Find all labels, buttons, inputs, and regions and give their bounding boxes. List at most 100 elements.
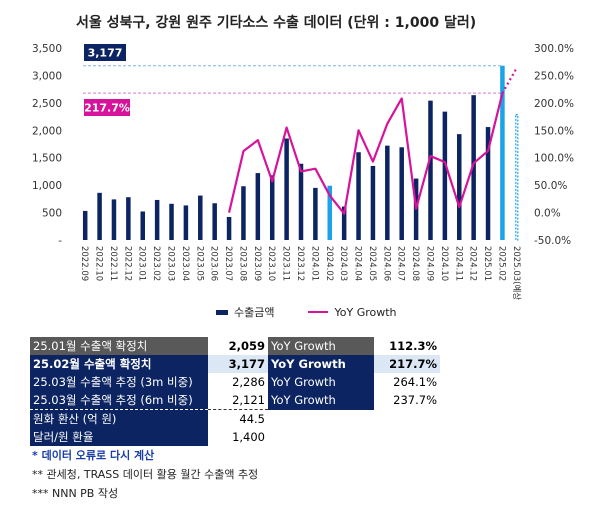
bar (399, 147, 404, 240)
legend-line-item: YoY Growth (308, 304, 397, 320)
y-right-tick-label: 0.0% (534, 208, 561, 220)
summary-empty (268, 410, 374, 429)
summary-row-1: 25.01월 수출액 확정치 2,059 YoY Growth 112.3% (30, 337, 440, 355)
bar (341, 206, 347, 240)
x-tick-label: 2025.01 (482, 246, 492, 281)
summary-yoy-label: YoY Growth (268, 391, 374, 410)
summary-yoy-label: YoY Growth (268, 337, 374, 355)
summary-label: 25.01월 수출액 확정치 (30, 337, 208, 355)
y-right-tick-label: 300.0% (534, 43, 574, 55)
x-tick-label: 2023.10 (266, 246, 276, 281)
summary-label: 25.02월 수출액 확정치 (30, 355, 208, 373)
x-tick-label: 2022.09 (79, 246, 89, 281)
y-left-tick-label: 2,500 (32, 98, 62, 110)
x-tick-label: 2025.02 (496, 246, 506, 281)
bar (457, 134, 462, 240)
legend-bar-swatch (216, 309, 228, 315)
bar (255, 173, 261, 240)
chart-title: 서울 성북구, 강원 원주 기타소스 수출 데이터 (단위 : 1,000 달러… (76, 15, 477, 31)
footnote-1: * 데이터 오류로 다시 계산 (32, 449, 155, 462)
summary-value: 2,059 (228, 339, 265, 353)
x-tick-label: 2024.12 (468, 246, 478, 281)
bar (356, 152, 361, 240)
summary-empty (374, 410, 440, 429)
summary-value: 3,177 (208, 355, 268, 373)
y-right-tick-label: 50.0% (534, 180, 567, 192)
x-tick-label: 2023.05 (194, 246, 204, 281)
bar (269, 175, 275, 240)
summary-yoy-value: 112.3% (389, 339, 437, 353)
summary-value: 1,400 (232, 430, 265, 444)
x-tick-label: 2022.11 (108, 246, 118, 281)
y-left-tick-label: 1,000 (32, 180, 62, 192)
y-right-tick-label: 250.0% (534, 70, 574, 82)
bar (97, 192, 102, 240)
x-tick-label: 2024.06 (381, 246, 391, 281)
x-tick-label: 2023.01 (137, 246, 147, 281)
chart-legend: 수출금액 YoY Growth (216, 304, 397, 320)
legend-line-swatch (308, 311, 329, 313)
bar (126, 197, 131, 240)
summary-value: 2,286 (232, 375, 265, 389)
summary-empty (268, 428, 374, 446)
x-tick-label: 2022.10 (94, 246, 104, 281)
bar (111, 199, 117, 240)
summary-yoy-value: 217.7% (374, 355, 440, 373)
bar (442, 111, 448, 241)
bar (313, 187, 318, 240)
summary-value: 44.5 (208, 409, 268, 428)
y-left-tick-label: - (58, 235, 62, 247)
bar (154, 199, 160, 240)
summary-label: 달러/원 환율 (30, 428, 208, 446)
x-tick-label: 2024.11 (453, 246, 463, 281)
x-tick-label: 2025.03(예상) (511, 246, 522, 300)
x-tick-label: 2023.08 (237, 246, 247, 281)
line-highlight-box (84, 99, 130, 116)
x-tick-label: 2022.12 (122, 246, 132, 281)
summary-label: 원화 환산 (억 원) (30, 409, 208, 428)
x-tick-label: 2023.12 (295, 246, 305, 281)
summary-value: 2,121 (232, 393, 265, 407)
y-left-tick-label: 500 (42, 208, 62, 220)
y-right-tick-label: 150.0% (534, 125, 574, 137)
x-tick-label: 2023.07 (223, 246, 233, 281)
x-tick-label: 2023.04 (180, 246, 190, 281)
bar (212, 203, 217, 240)
x-tick-label: 2023.02 (151, 246, 161, 281)
bar-highlight-box (84, 44, 126, 61)
x-tick-label: 2023.09 (252, 246, 262, 281)
footnote-3: *** NNN PB 작성 (32, 487, 119, 500)
legend-bar-item: 수출금액 (216, 304, 274, 320)
summary-yoy-label: YoY Growth (268, 355, 374, 373)
x-tick-label: 2024.10 (439, 246, 449, 281)
legend-bar-label: 수출금액 (234, 306, 275, 319)
x-tick-label: 2024.08 (410, 246, 420, 281)
bar (298, 163, 304, 240)
y-right-tick-label: -50.0% (534, 235, 571, 247)
bar (500, 65, 505, 240)
x-tick-label: 2024.04 (353, 246, 363, 281)
x-tick-label: 2024.03 (338, 246, 348, 281)
bar (428, 100, 433, 240)
bar (327, 185, 333, 240)
bar (385, 145, 390, 240)
x-tick-label: 2024.05 (367, 246, 377, 281)
footnotes: * 데이터 오류로 다시 계산 ** 관세청, TRASS 데이터 활용 월간 … (32, 446, 258, 503)
y-left-tick-label: 3,000 (32, 70, 62, 82)
bar-highlight-label: 3,177 (88, 47, 123, 60)
bar (198, 195, 203, 240)
summary-row-krw: 원화 환산 (억 원) 44.5 (30, 409, 440, 429)
x-tick-label: 2024.07 (396, 246, 406, 281)
summary-yoy-value: 237.7% (393, 393, 437, 408)
bar (226, 216, 232, 240)
x-tick-label: 2024.09 (424, 246, 434, 281)
x-tick-label: 2024.02 (324, 246, 334, 281)
bar (485, 127, 491, 240)
bar (82, 210, 88, 240)
combo-chart: - 500 1,000 1,500 2,000 2,500 3,000 3,500 -50.0%… (32, 43, 574, 300)
y-left-tick-label: 1,500 (32, 153, 62, 165)
bar (140, 211, 145, 240)
summary-label: 25.03월 수출액 추정 (3m 비중) (30, 373, 208, 391)
summary-yoy-value: 264.1% (393, 375, 437, 389)
